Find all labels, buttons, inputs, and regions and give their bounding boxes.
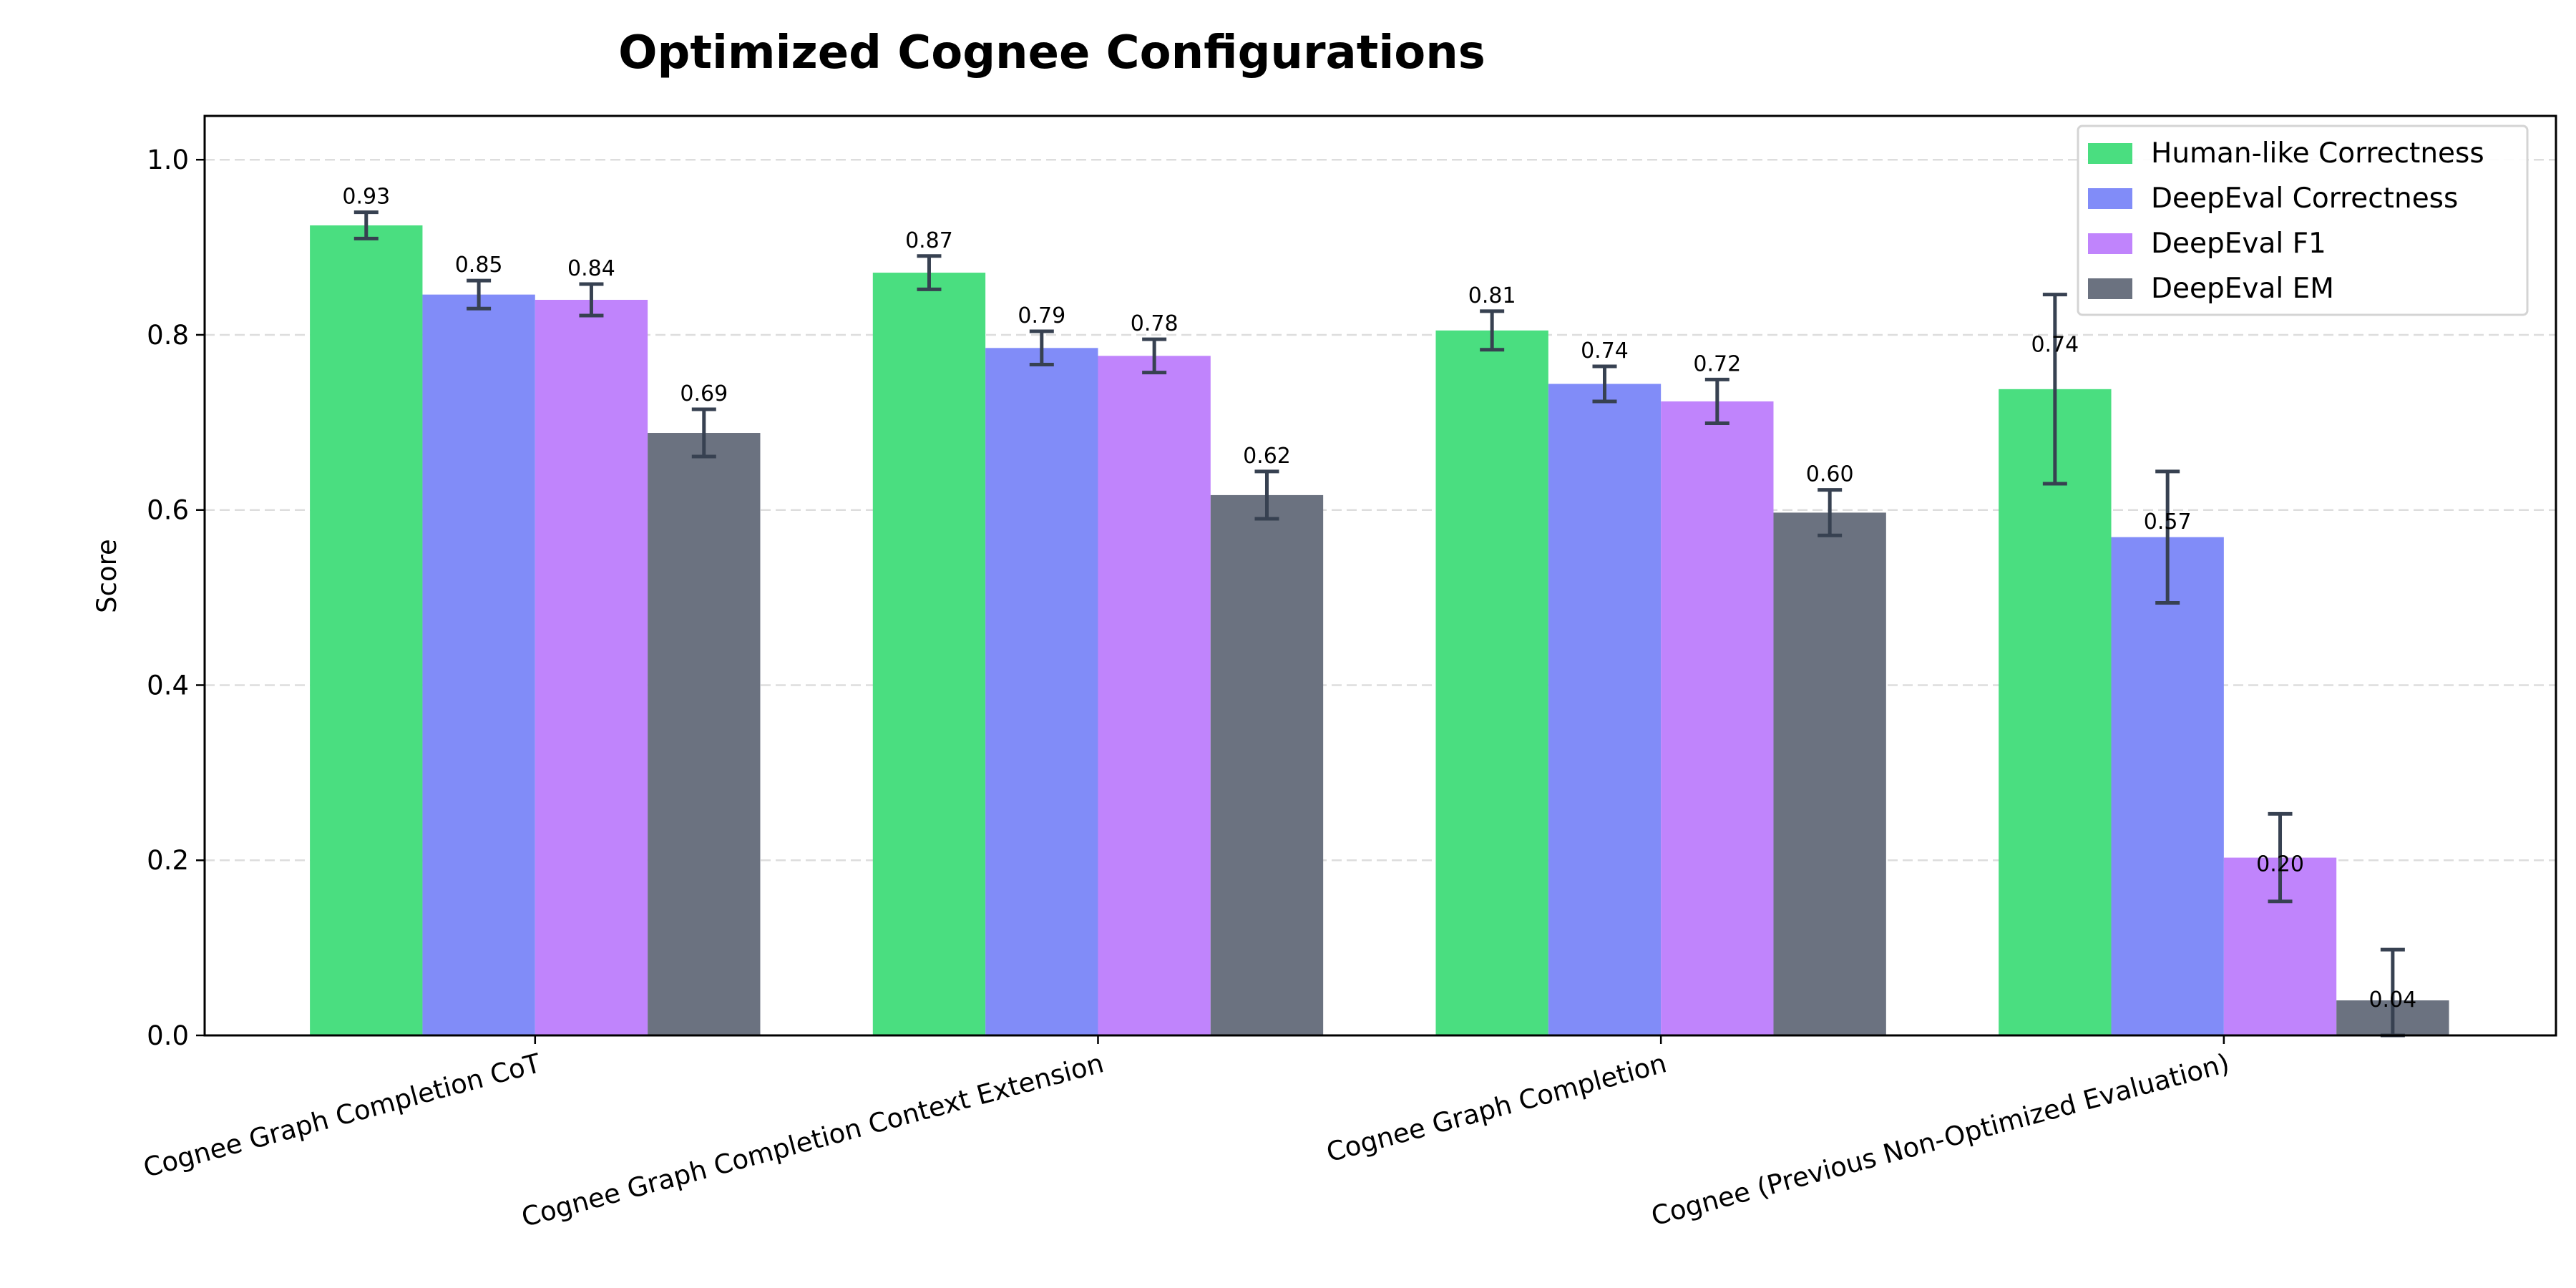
bar [1098,356,1211,1035]
data-label: 0.78 [1131,311,1179,336]
y-axis: 0.0 0.2 0.4 0.6 0.8 1.0 [147,145,205,1051]
bar [648,433,761,1035]
y-tick-label: 0.4 [147,670,189,701]
legend-label: Human-like Correctness [2151,137,2484,170]
plot-frame [203,114,2557,1037]
data-label: 0.57 [2144,509,2192,535]
legend: Human-like Correctness DeepEval Correctne… [2077,125,2529,316]
data-label: 0.62 [1243,444,1291,469]
data-label: 0.04 [2368,987,2416,1013]
bar [1773,512,1886,1035]
y-tick-label: 0.6 [147,495,189,526]
legend-box [2077,125,2529,316]
data-label: 0.87 [905,228,953,253]
data-label: 0.81 [1468,283,1516,308]
bar [1661,401,1774,1035]
bar [1435,330,1548,1035]
y-tick-label: 0.2 [147,845,189,876]
bar [872,273,986,1035]
y-tick-label: 1.0 [147,145,189,175]
bar [310,225,423,1035]
data-label: 0.74 [2031,333,2079,358]
data-label: 0.85 [455,253,503,278]
legend-label: DeepEval F1 [2151,228,2326,260]
bar [985,348,1098,1035]
data-label: 0.20 [2256,852,2304,877]
bar [535,300,648,1035]
bar [1999,389,2112,1035]
legend-swatch [2088,278,2132,299]
bar [1548,384,1662,1035]
chart-title: Optimized Cognee Configurations [618,26,1485,79]
legend-label: DeepEval EM [2151,273,2334,305]
y-tick-label: 0.0 [147,1020,189,1051]
data-label: 0.93 [342,185,390,210]
legend-swatch [2088,233,2132,254]
data-labels: 0.93 0.87 0.81 0.74 0.85 0.79 0.74 0.57 0.84 0.78… [342,185,2416,1013]
data-label: 0.84 [567,256,615,281]
data-label: 0.72 [1693,351,1741,376]
data-label: 0.60 [1806,462,1854,487]
y-tick-label: 0.8 [147,320,189,351]
legend-swatch [2088,143,2132,164]
y-axis-label: Score [92,539,122,613]
bar [422,294,535,1036]
data-label: 0.79 [1018,303,1065,328]
bar [2111,537,2224,1035]
bars [310,225,2449,1036]
bar [1210,494,1324,1035]
legend-swatch [2088,188,2132,209]
legend-label: DeepEval Correctness [2151,182,2458,215]
data-label: 0.69 [680,381,728,406]
data-label: 0.74 [1581,338,1629,364]
